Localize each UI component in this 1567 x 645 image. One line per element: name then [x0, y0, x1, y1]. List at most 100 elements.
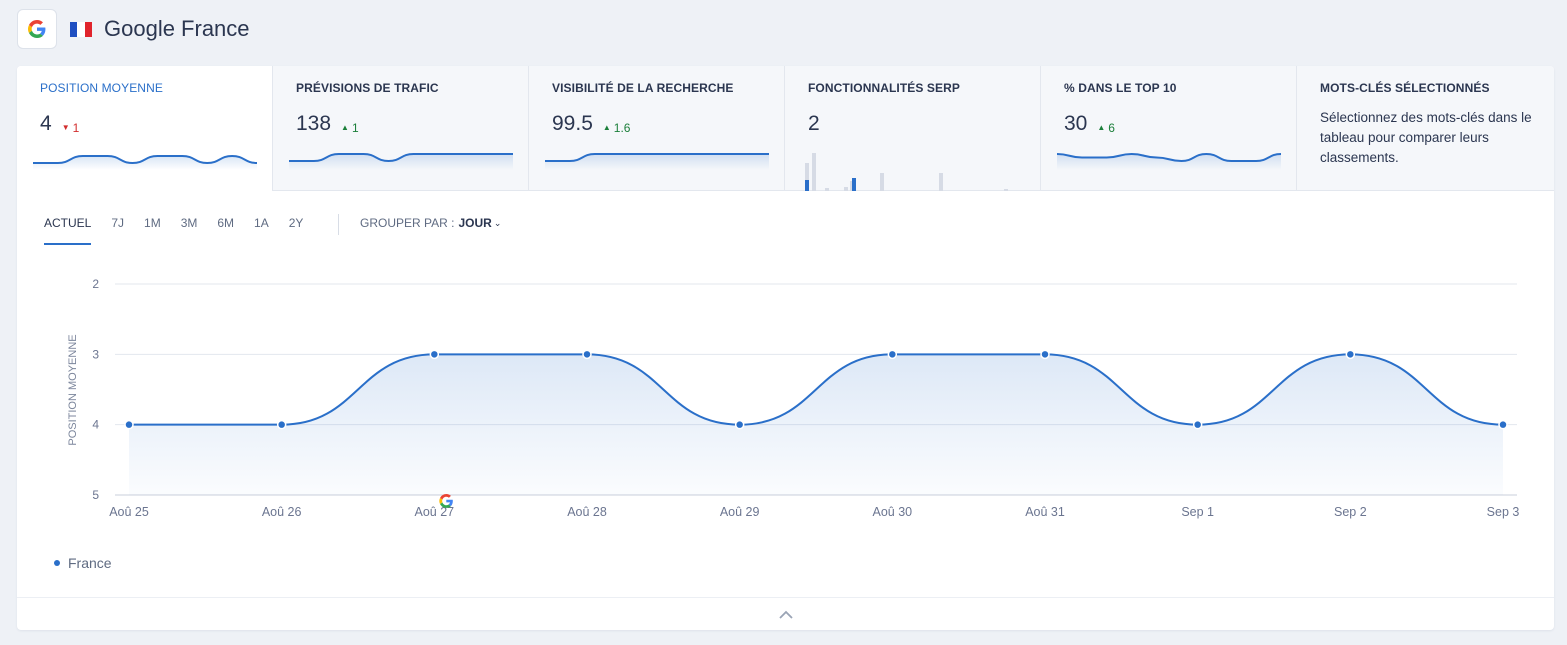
serp-bar [812, 153, 816, 191]
metric-value-row: 138 ▲ 1 [296, 112, 359, 136]
metric-delta-value: 1 [72, 120, 80, 135]
tabs-divider [338, 214, 339, 235]
collapse-button[interactable] [17, 597, 1554, 630]
tab-period[interactable]: 2Y [288, 216, 304, 230]
period-tabs: ACTUEL 7J 1M 3M 6M 1A 2Y [44, 216, 323, 246]
data-point[interactable] [734, 419, 745, 430]
metric-label: POSITION MOYENNE [40, 81, 163, 95]
rankings-card: POSITION MOYENNE 4 ▼ 1 PRÉVISIONS DE TRAFIC 1… [17, 66, 1554, 630]
metric-card[interactable]: % DANS LE TOP 10 30 ▲ 6 [1041, 66, 1297, 191]
metric-delta: ▲ 1.6 [603, 121, 631, 135]
serp-bar [939, 173, 943, 191]
metric-sparkline [805, 153, 1008, 191]
tab-period[interactable]: ACTUEL [44, 216, 92, 245]
serp-bar-active [852, 178, 856, 191]
serp-bar-active [805, 180, 809, 191]
position-chart: 2 3 4 5 POSITION MOYENNE Aoû 25 Aoû 26 Aoû 27 Ao… [67, 277, 1520, 519]
x-tick-label: Sep 2 [1334, 505, 1367, 519]
chart-legend[interactable]: France [54, 555, 112, 571]
tab-period[interactable]: 1M [144, 216, 161, 230]
metric-delta: ▼ 1 [62, 121, 80, 135]
metric-delta-value: 1 [351, 120, 359, 135]
serp-bar [825, 188, 829, 191]
metric-value-row: 30 ▲ 6 [1064, 112, 1115, 136]
series-area [129, 354, 1503, 495]
sparkline-line [33, 154, 258, 165]
y-tick-label: 4 [92, 418, 99, 432]
metrics-row: POSITION MOYENNE 4 ▼ 1 PRÉVISIONS DE TRAFIC 1… [17, 66, 1554, 191]
legend-label: France [68, 555, 112, 571]
metric-value: 4 [40, 112, 52, 135]
metric-value-row: 99.5 ▲ 1.6 [552, 112, 630, 136]
x-tick-label: Aoû 28 [567, 505, 607, 519]
y-axis-label: POSITION MOYENNE [67, 334, 79, 445]
data-point[interactable] [887, 349, 898, 360]
metric-sparkline [545, 153, 769, 170]
x-tick-label: Aoû 29 [720, 505, 760, 519]
metric-card[interactable]: PRÉVISIONS DE TRAFIC 138 ▲ 1 [273, 66, 529, 191]
metric-delta: ▲ 6 [1097, 121, 1115, 135]
metric-card[interactable]: VISIBILITÉ DE LA RECHERCHE 99.5 ▲ 1.6 [529, 66, 785, 191]
x-tick-label: Aoû 27 [415, 505, 455, 519]
data-point[interactable] [1345, 349, 1356, 360]
page-header: Google France [17, 9, 250, 49]
sparkline-area [33, 156, 257, 170]
y-tick-label: 2 [92, 277, 99, 291]
x-tick-label: Aoû 26 [262, 505, 302, 519]
data-point[interactable] [124, 419, 134, 430]
google-g-icon[interactable] [439, 494, 453, 508]
metric-label: VISIBILITÉ DE LA RECHERCHE [552, 81, 734, 95]
triangle-up-icon: ▲ [1097, 123, 1106, 132]
chevron-up-icon [778, 610, 793, 619]
x-tick-label: Sep 1 [1181, 505, 1214, 519]
serp-bar [805, 163, 809, 191]
metric-card[interactable]: FONCTIONNALITÉS SERP 2 [785, 66, 1041, 191]
x-tick-label: Aoû 25 [109, 505, 149, 519]
x-tick-label: Aoû 30 [873, 505, 913, 519]
metric-card[interactable]: POSITION MOYENNE 4 ▼ 1 [17, 66, 273, 191]
triangle-up-icon: ▲ [341, 123, 349, 132]
google-g-icon [28, 20, 46, 38]
metric-value-row: 2 [808, 112, 820, 136]
sparkline-line [1056, 152, 1282, 163]
metric-value: 138 [296, 112, 332, 135]
metric-delta-value: 6 [1108, 120, 1115, 135]
metric-sparkline [289, 153, 513, 170]
data-point[interactable] [429, 349, 440, 360]
tab-period[interactable]: 6M [217, 216, 235, 230]
tab-period[interactable]: 1A [254, 216, 269, 230]
triangle-up-icon: ▲ [602, 123, 611, 132]
metric-description: Sélectionnez des mots-clés dans le table… [1320, 110, 1532, 165]
y-tick-label: 5 [92, 488, 99, 502]
x-tick-label: Sep 3 [1487, 505, 1520, 519]
metric-label: PRÉVISIONS DE TRAFIC [296, 81, 439, 95]
serp-bar [844, 187, 848, 191]
legend-dot [54, 560, 60, 566]
series-line [129, 353, 1504, 426]
page-title: Google France [104, 16, 250, 41]
sparkline-area [545, 154, 769, 170]
sparkline-line [289, 153, 513, 163]
flag-france-icon [70, 21, 92, 37]
tab-period[interactable]: 3M [180, 216, 198, 230]
data-point[interactable] [1040, 349, 1050, 360]
metric-sparkline [1056, 152, 1282, 170]
metric-label: % DANS LE TOP 10 [1064, 81, 1177, 95]
metric-label: FONCTIONNALITÉS SERP [808, 81, 961, 95]
serp-bar [1004, 189, 1008, 191]
data-point[interactable] [276, 419, 287, 430]
metric-card[interactable]: MOTS-CLÉS SÉLECTIONNÉS Sélectionnez des m… [1297, 66, 1554, 191]
metric-delta-value: 1.6 [613, 120, 631, 135]
chevron-down-icon: ⌄ [493, 217, 502, 228]
group-by-label: GROUPER PAR : [360, 216, 455, 230]
group-by-dropdown[interactable]: GROUPER PAR : JOUR ⌄ [360, 216, 501, 230]
data-point[interactable] [1498, 419, 1508, 430]
data-point[interactable] [1192, 419, 1203, 430]
group-by-value: JOUR [458, 216, 492, 230]
google-icon-badge [17, 9, 57, 49]
metric-delta: ▲ 1 [341, 121, 359, 135]
metric-value-row: 4 ▼ 1 [40, 112, 79, 136]
tab-period[interactable]: 7J [111, 216, 125, 230]
serp-bar [880, 173, 884, 191]
data-point[interactable] [582, 349, 592, 360]
